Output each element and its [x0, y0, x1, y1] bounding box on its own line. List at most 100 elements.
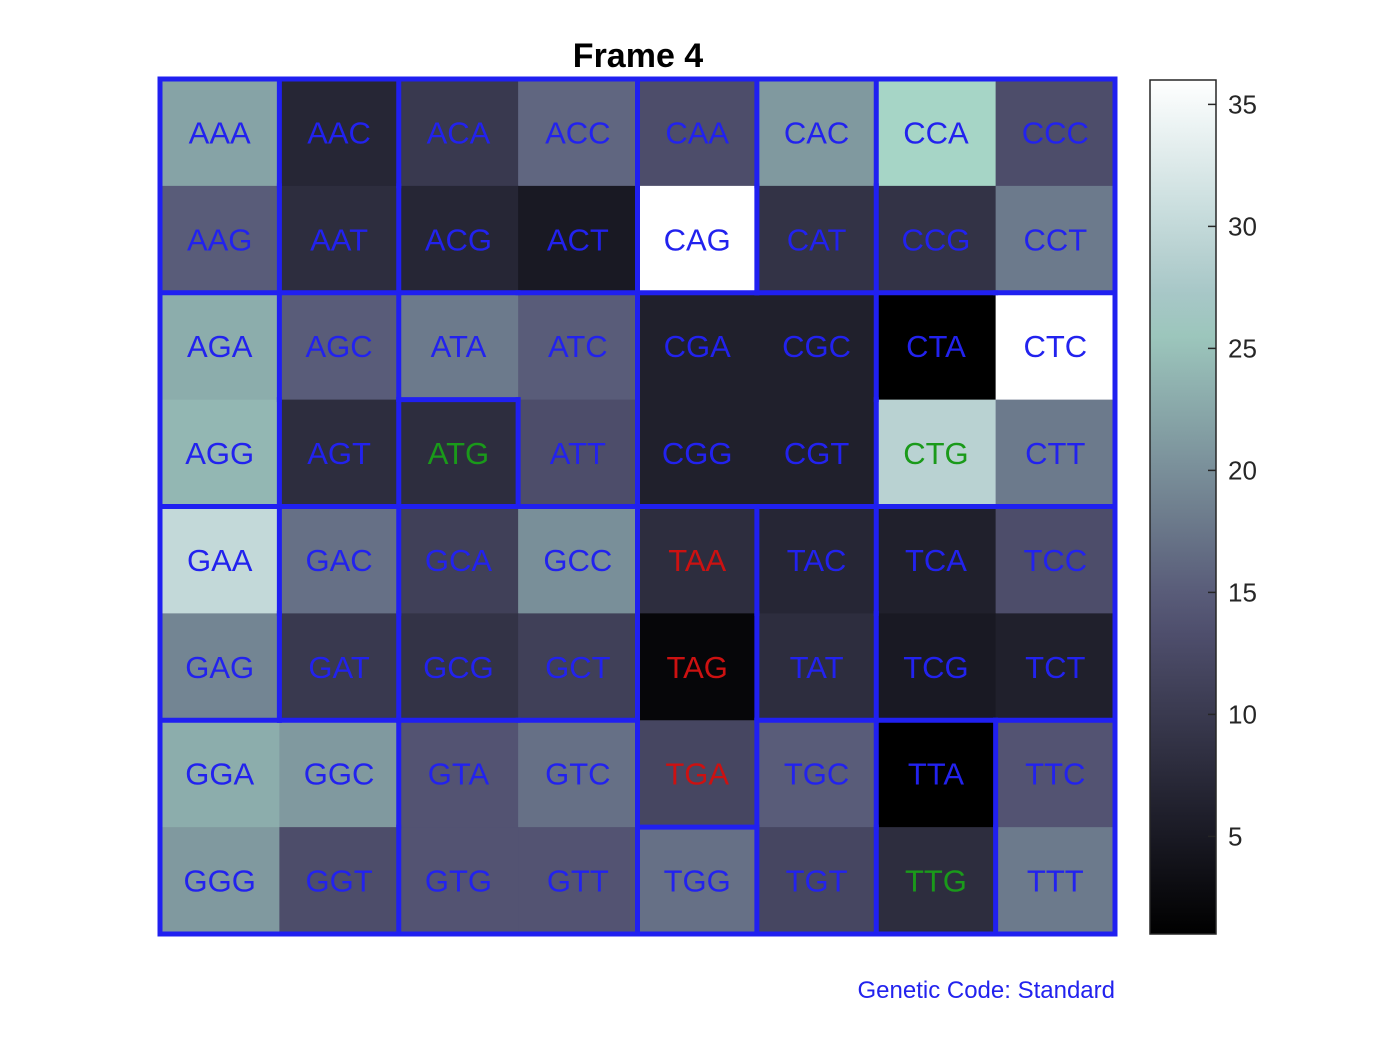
codon-label-gga: GGA: [185, 757, 254, 792]
codon-label-gac: GAC: [305, 543, 372, 578]
colorbar-tick-label: 10: [1228, 699, 1257, 729]
heatmap-cell-gag: [160, 613, 280, 721]
heatmap-cell-gca: [398, 506, 519, 614]
heatmap-cell-tga: [637, 720, 758, 828]
codon-label-agg: AGG: [185, 436, 254, 471]
colorbar: 5 10 15 20 25 30 35: [1149, 79, 1257, 935]
heatmap-cell-cca: [876, 79, 997, 187]
codon-label-aat: AAT: [310, 222, 368, 257]
codon-label-ttc: TTC: [1025, 757, 1085, 792]
codon-label-ttg: TTG: [905, 864, 967, 899]
heatmap-cell-att: [518, 399, 638, 507]
heatmap-cell-ccc: [995, 79, 1116, 187]
heatmap-cell-tcc: [995, 506, 1116, 614]
codon-label-aga: AGA: [187, 329, 253, 364]
heatmap-cell-tag: [637, 613, 758, 721]
heatmap-cell-cac: [756, 79, 877, 187]
heatmap-cell-acc: [518, 79, 638, 187]
codon-label-tcg: TCG: [903, 650, 968, 685]
heatmap-cell-atg: [398, 399, 519, 507]
heatmap-cell-tgc: [756, 720, 877, 828]
codon-label-gca: GCA: [425, 543, 493, 578]
codon-label-ttt: TTT: [1027, 864, 1084, 899]
heatmap-cell-tac: [756, 506, 877, 614]
heatmap-cell-tcg: [876, 613, 997, 721]
genetic-code-label: Genetic Code: Standard: [858, 977, 1116, 1004]
codon-label-agt: AGT: [307, 436, 371, 471]
heatmap-cell-ccg: [876, 185, 997, 294]
codon-label-tta: TTA: [908, 757, 965, 792]
codon-label-cgc: CGC: [782, 329, 851, 364]
heatmap-cell-ctc: [995, 292, 1116, 401]
codon-label-cac: CAC: [784, 115, 849, 150]
codon-label-tga: TGA: [665, 757, 729, 792]
codon-label-gat: GAT: [308, 650, 369, 685]
colorbar-tick-label: 30: [1228, 211, 1257, 241]
heatmap-cell-cgc: [756, 292, 877, 401]
heatmap-cell-aag: [160, 185, 280, 294]
heatmap-cell-gct: [518, 613, 638, 721]
colorbar-tick-label: 15: [1228, 577, 1257, 607]
codon-label-ata: ATA: [431, 329, 487, 364]
codon-label-aac: AAC: [307, 115, 371, 150]
heatmap-cell-aat: [279, 185, 400, 294]
heatmap-cell-tta: [876, 720, 997, 828]
heatmap-cell-cag: [637, 185, 758, 294]
heatmap-cell-gaa: [160, 506, 280, 614]
heatmap-cell-caa: [637, 79, 758, 187]
heatmap-cell-aca: [398, 79, 519, 187]
heatmap-cell-cga: [637, 292, 758, 401]
chart-title: Frame 4: [573, 37, 703, 75]
codon-label-tgt: TGT: [786, 864, 848, 899]
codon-label-ccc: CCC: [1022, 115, 1089, 150]
heatmap-cell-atc: [518, 292, 638, 401]
heatmap-cells: AAA AAC ACA ACC CAA CAC CCA CCC AAG AAT ACG ACT CAG C…: [160, 79, 1116, 935]
heatmap-cell-tca: [876, 506, 997, 614]
codon-label-tag: TAG: [666, 650, 727, 685]
codon-label-acg: ACG: [425, 222, 492, 257]
heatmap-cell-ctt: [995, 399, 1116, 507]
codon-label-gtg: GTG: [425, 864, 492, 899]
heatmap-cell-gcg: [398, 613, 519, 721]
heatmap-cell-gcc: [518, 506, 638, 614]
codon-label-tcc: TCC: [1023, 543, 1087, 578]
codon-label-gta: GTA: [428, 757, 490, 792]
heatmap-cell-gta: [398, 720, 519, 828]
codon-label-aaa: AAA: [189, 115, 251, 150]
heatmap-cell-tat: [756, 613, 877, 721]
codon-label-gcc: GCC: [543, 543, 612, 578]
heatmap-cell-aaa: [160, 79, 280, 187]
codon-label-cta: CTA: [906, 329, 966, 364]
codon-label-gag: GAG: [185, 650, 254, 685]
heatmap-cell-ttc: [995, 720, 1116, 828]
heatmap-cell-cat: [756, 185, 877, 294]
codon-label-cag: CAG: [664, 222, 731, 257]
codon-label-ggt: GGT: [305, 864, 372, 899]
heatmap-cell-cgg: [637, 399, 758, 507]
codon-label-atc: ATC: [548, 329, 608, 364]
heatmap-cell-ggc: [279, 720, 400, 828]
heatmap-cell-agg: [160, 399, 280, 507]
heatmap-cell-tgt: [756, 827, 877, 935]
colorbar-gradient: [1149, 79, 1217, 935]
heatmap-cell-agt: [279, 399, 400, 507]
codon-label-agc: AGC: [305, 329, 372, 364]
codon-label-gct: GCT: [545, 650, 611, 685]
codon-label-atg: ATG: [428, 436, 489, 471]
codon-label-ggg: GGG: [184, 864, 256, 899]
codon-label-acc: ACC: [545, 115, 610, 150]
codon-label-ggc: GGC: [304, 757, 375, 792]
codon-label-ctc: CTC: [1023, 329, 1087, 364]
heatmap-cell-tgg: [637, 827, 758, 935]
codon-label-caa: CAA: [665, 115, 729, 150]
codon-label-aca: ACA: [427, 115, 491, 150]
codon-label-ctt: CTT: [1025, 436, 1085, 471]
codon-label-act: ACT: [547, 222, 609, 257]
colorbar-tick-label: 35: [1228, 89, 1257, 119]
heatmap-cell-act: [518, 185, 638, 294]
heatmap-cell-gtc: [518, 720, 638, 828]
heatmap-cell-tct: [995, 613, 1116, 721]
heatmap-cell-gtt: [518, 827, 638, 935]
colorbar-tick-label: 25: [1228, 333, 1257, 363]
